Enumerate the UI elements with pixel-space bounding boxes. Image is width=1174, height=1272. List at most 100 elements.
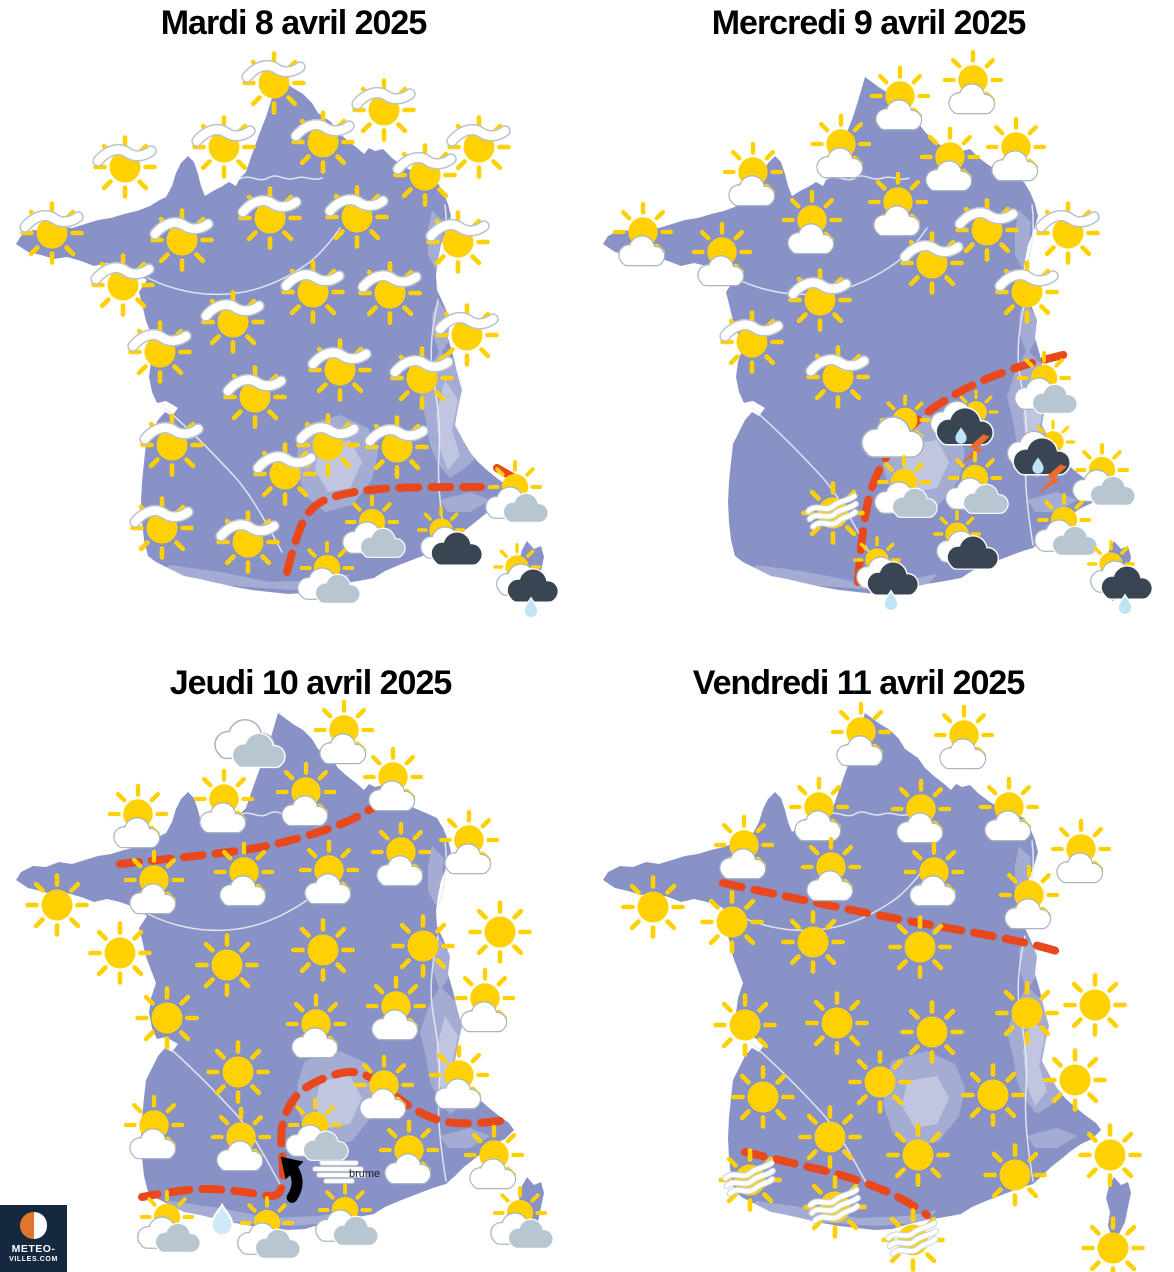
france-weather-map-friday — [602, 636, 1174, 1272]
sun-cloud-icon — [1053, 821, 1109, 882]
sun-cloud-icon — [988, 119, 1044, 180]
sun-icon — [471, 903, 530, 962]
sun-mist-icon — [804, 484, 863, 543]
sun-veiled-icon — [723, 313, 782, 372]
france-weather-map-tuesday — [15, 0, 587, 636]
sun-icon — [716, 996, 775, 1055]
sun-veiled-icon — [903, 234, 962, 293]
sun-veiled-icon — [241, 189, 300, 248]
sun-veiled-icon — [998, 263, 1057, 322]
sun-icon — [801, 1108, 860, 1167]
forecast-panel-wednesday: Mercredi 9 avril 2025 — [587, 0, 1174, 636]
sun-cloud-icon — [110, 786, 166, 847]
sun-icon — [394, 917, 453, 976]
sun-veiled-icon — [393, 349, 452, 408]
sun-veiled-icon — [219, 513, 278, 572]
sun-veiled-icon — [958, 201, 1017, 260]
sun-cloud-icon — [365, 749, 421, 810]
brume-label: brume — [349, 1168, 380, 1180]
sun-icon — [964, 1066, 1023, 1125]
sun-cloud-icon — [936, 707, 992, 768]
sun-darkcloud-rain-icon — [1089, 542, 1152, 615]
sun-veiled-icon — [226, 368, 285, 427]
sun-veiled-icon — [294, 113, 353, 172]
sun-veiled-icon — [328, 188, 387, 247]
sun-icon — [1084, 1219, 1143, 1272]
sun-veiled-icon — [131, 323, 190, 382]
france-weather-map-wednesday — [602, 0, 1174, 636]
sun-veiled-icon — [438, 306, 497, 365]
sun-icon — [91, 924, 150, 983]
logo-white-half — [33, 1212, 47, 1239]
sun-veiled-icon — [429, 213, 488, 272]
france-map-shape — [602, 712, 1132, 1238]
forecast-panel-thursday: Jeudi 10 avril 2025 brume — [0, 636, 587, 1272]
sun-icon — [294, 921, 353, 980]
forecast-panel-friday: Vendredi 11 avril 2025 — [587, 636, 1174, 1272]
sun-icon — [28, 876, 87, 935]
sun-icon — [903, 1003, 962, 1062]
sun-icon — [138, 989, 197, 1048]
sun-cloud-icon — [441, 812, 497, 873]
sun-veiled-icon — [450, 118, 509, 177]
sun-veiled-icon — [143, 416, 202, 475]
meteo-villes-logo-mark — [20, 1212, 47, 1239]
sun-icon — [1066, 976, 1125, 1035]
sun-veiled-icon — [23, 204, 82, 263]
sun-cloud-icon — [945, 52, 1001, 113]
sun-icon — [209, 1043, 268, 1102]
france-weather-map-thursday: brume — [15, 636, 587, 1272]
forecast-panel-tuesday: Mardi 8 avril 2025 — [0, 0, 587, 636]
weather-front-line — [719, 879, 1064, 956]
weather-front-line — [741, 1148, 931, 1219]
sun-veiled-icon — [96, 138, 155, 197]
sun-veiled-icon — [368, 418, 427, 477]
map-title-wednesday: Mercredi 9 avril 2025 — [711, 4, 1027, 42]
sun-cloud-icon — [457, 970, 513, 1031]
sun-veiled-icon — [204, 293, 263, 352]
sun-icon — [703, 893, 762, 952]
sun-icon — [1046, 1051, 1105, 1110]
sun-icon — [734, 1068, 793, 1127]
sun-veiled-icon — [809, 348, 868, 407]
sun-icon — [986, 1146, 1045, 1205]
sun-icon — [889, 1126, 948, 1185]
sun-cloud-icon — [196, 771, 252, 832]
sun-icon — [808, 994, 867, 1053]
sun-icon — [198, 936, 257, 995]
sun-veiled-icon — [256, 445, 315, 504]
sun-icon — [998, 984, 1057, 1043]
sun-cloud-icon — [316, 702, 372, 763]
logo-text-line1: METEO- — [11, 1243, 56, 1255]
sun-veiled-icon — [396, 146, 455, 205]
sun-veiled-icon — [355, 81, 414, 140]
sun-icon — [624, 878, 683, 937]
sun-icon — [851, 1053, 910, 1112]
meteo-villes-logo: METEO- VILLES.COM — [0, 1205, 67, 1272]
sun-veiled-icon — [133, 499, 192, 558]
sun-veiled-icon — [311, 341, 370, 400]
sun-mist-icon — [806, 1178, 865, 1237]
sun-veiled-icon — [245, 54, 304, 113]
sun-veiled-icon — [94, 256, 153, 315]
sun-veiled-icon — [195, 118, 254, 177]
logo-orange-half — [20, 1212, 34, 1239]
map-title-tuesday: Mardi 8 avril 2025 — [160, 4, 428, 42]
sun-mist-icon — [721, 1151, 780, 1210]
weather-front-line — [283, 483, 485, 576]
weather-front-line — [116, 802, 380, 868]
sun-veiled-icon — [361, 264, 420, 323]
sun-veiled-icon — [791, 271, 850, 330]
sun-veiled-icon — [153, 211, 212, 270]
map-title-thursday: Jeudi 10 avril 2025 — [169, 664, 453, 702]
sun-veiled-icon — [1039, 204, 1098, 263]
sun-icon — [784, 913, 843, 972]
logo-text-line2: VILLES.COM — [9, 1256, 58, 1263]
sun-darkcloud-rain-icon — [495, 545, 558, 618]
sun-mist-icon — [884, 1211, 943, 1270]
sun-veiled-icon — [284, 263, 343, 322]
map-title-friday: Vendredi 11 avril 2025 — [692, 664, 1025, 702]
sun-icon — [891, 918, 950, 977]
sun-graycloud-icon — [1073, 445, 1134, 505]
